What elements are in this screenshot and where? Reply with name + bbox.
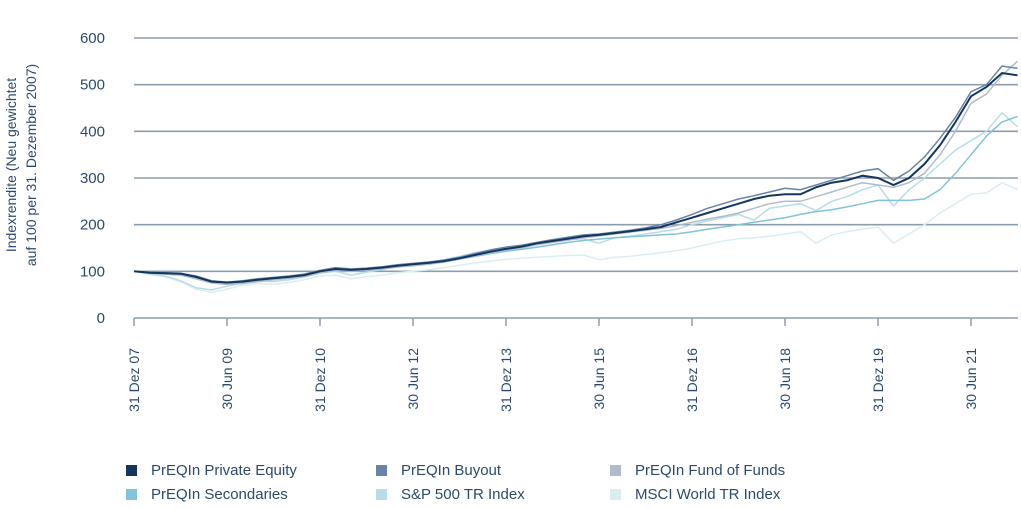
y-tick-label: 0 — [97, 310, 105, 327]
x-tick-label: 31 Dez 19 — [870, 348, 886, 412]
x-tick-label: 31 Dez 07 — [126, 348, 142, 412]
line-chart: 0 100 200 300 400 500 600 31 Dez 07 30 Jun 09 31 … — [3, 30, 1019, 412]
legend-label: PrEQIn Secondaries — [151, 486, 288, 503]
legend-swatch — [376, 465, 387, 476]
x-tick-label: 31 Dez 16 — [684, 348, 700, 412]
y-tick-label: 400 — [80, 123, 105, 140]
legend-item: MSCI World TR Index — [610, 486, 780, 503]
legend-label: PrEQIn Private Equity — [151, 462, 297, 479]
legend-item: S&P 500 TR Index — [376, 486, 525, 503]
x-tick-label: 30 Jun 18 — [777, 348, 793, 410]
series-line-s-p-500-tr-index — [133, 111, 1019, 291]
x-tick-label: 31 Dez 13 — [498, 348, 514, 412]
legend-swatch — [126, 465, 137, 476]
series-line-preqin-buyout — [133, 65, 1018, 283]
x-tick-label: 30 Jun 12 — [405, 348, 421, 410]
x-tick-label: 30 Jun 21 — [963, 348, 979, 410]
x-tick-label: 31 Dez 10 — [312, 348, 328, 412]
x-tick-label: 30 Jun 15 — [591, 348, 607, 410]
legend-swatch — [610, 489, 621, 500]
legend-item: PrEQIn Fund of Funds — [610, 462, 785, 479]
y-axis-label: Indexrendite (Neu gewichtet — [3, 78, 19, 252]
series-line-preqin-fund-of-funds — [133, 60, 1019, 286]
legend-label: S&P 500 TR Index — [401, 486, 525, 503]
y-tick-label: 300 — [80, 170, 105, 187]
y-tick-label: 500 — [80, 77, 105, 94]
x-tick-label: 30 Jun 09 — [219, 348, 235, 410]
legend-label: PrEQIn Buyout — [401, 462, 502, 479]
legend-item: PrEQIn Private Equity — [126, 462, 297, 479]
series-line-preqin-private-equity — [133, 71, 1018, 284]
legend-item: PrEQIn Secondaries — [126, 486, 288, 503]
y-axis-label: auf 100 per 31. Dezember 2007) — [23, 64, 39, 266]
legend-label: MSCI World TR Index — [635, 486, 781, 503]
legend-swatch — [126, 489, 137, 500]
y-tick-label: 200 — [80, 217, 105, 234]
legend-swatch — [376, 489, 387, 500]
series-line-msci-world-tr-index — [133, 181, 1018, 294]
series-line-preqin-secondaries — [133, 115, 1018, 285]
legend-item: PrEQIn Buyout — [376, 462, 501, 479]
legend-label: PrEQIn Fund of Funds — [635, 462, 786, 479]
legend-swatch — [610, 465, 621, 476]
y-tick-label: 600 — [80, 30, 105, 47]
y-tick-label: 100 — [80, 263, 105, 280]
